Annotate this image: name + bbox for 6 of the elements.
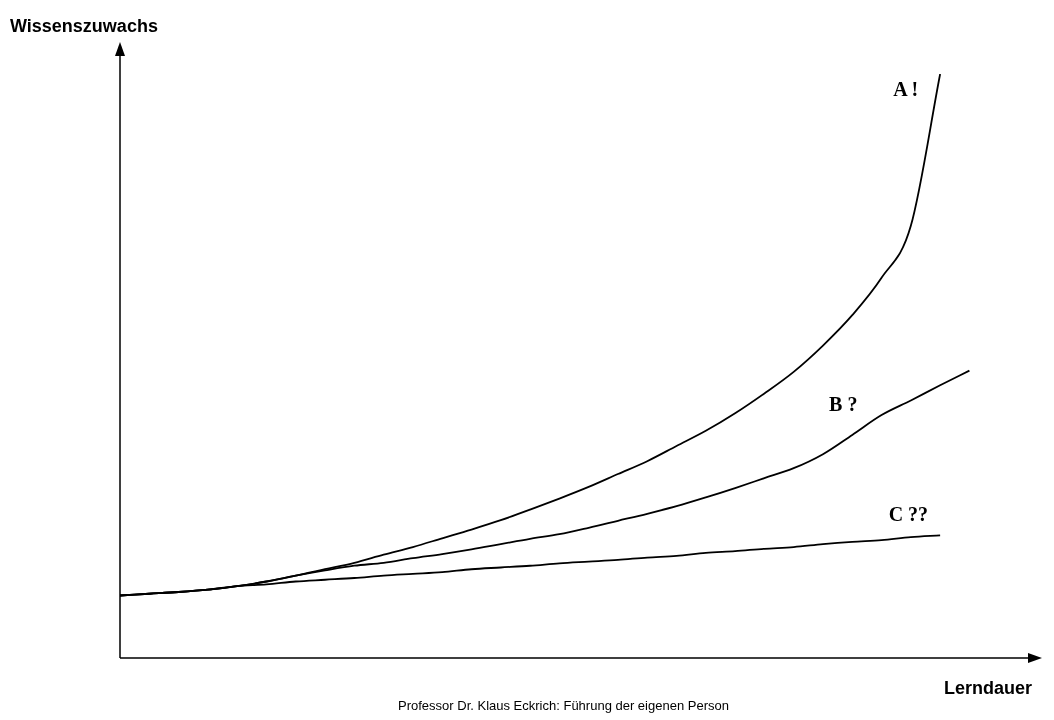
x-axis-title: Lerndauer	[943, 678, 1032, 698]
text: Professor Dr. Klaus Eckrich: Führung der eigenen Person	[398, 698, 730, 713]
series-label: B ?	[829, 392, 858, 415]
y-axis-title: Wissenszuwachs	[10, 15, 158, 36]
series-label: A !	[893, 78, 919, 100]
series-label: C ??	[888, 503, 929, 526]
